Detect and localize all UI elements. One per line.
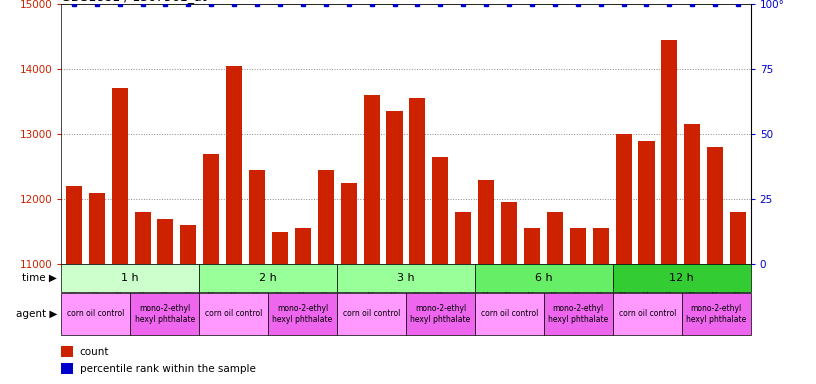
Bar xyxy=(387,111,402,264)
Text: mono-2-ethyl
hexyl phthalate: mono-2-ethyl hexyl phthalate xyxy=(548,304,609,324)
Bar xyxy=(249,170,265,264)
Bar xyxy=(613,264,751,292)
Text: corn oil control: corn oil control xyxy=(205,310,262,318)
Bar xyxy=(410,98,425,264)
Bar xyxy=(478,180,494,264)
Bar xyxy=(475,264,613,292)
Text: corn oil control: corn oil control xyxy=(67,310,124,318)
Bar xyxy=(730,212,746,264)
Bar xyxy=(66,186,82,264)
Bar xyxy=(226,66,242,264)
Text: mono-2-ethyl
hexyl phthalate: mono-2-ethyl hexyl phthalate xyxy=(686,304,747,324)
Bar xyxy=(268,293,337,335)
Text: corn oil control: corn oil control xyxy=(481,310,538,318)
Bar xyxy=(524,228,540,264)
Bar xyxy=(61,346,73,357)
Text: mono-2-ethyl
hexyl phthalate: mono-2-ethyl hexyl phthalate xyxy=(410,304,471,324)
Bar xyxy=(135,212,150,264)
Text: GDS1881 / 1367561_at: GDS1881 / 1367561_at xyxy=(61,0,206,3)
Text: mono-2-ethyl
hexyl phthalate: mono-2-ethyl hexyl phthalate xyxy=(135,304,195,324)
Bar xyxy=(543,293,613,335)
Text: count: count xyxy=(80,347,109,357)
Bar xyxy=(685,124,700,264)
Bar xyxy=(61,293,130,335)
Bar xyxy=(199,293,268,335)
Bar xyxy=(638,141,654,264)
Bar xyxy=(501,202,517,264)
Bar xyxy=(61,363,73,374)
Bar xyxy=(337,293,406,335)
Bar xyxy=(615,134,632,264)
Bar xyxy=(272,232,288,264)
Bar xyxy=(682,293,751,335)
Text: corn oil control: corn oil control xyxy=(343,310,400,318)
Text: corn oil control: corn oil control xyxy=(619,310,676,318)
Bar xyxy=(340,183,357,264)
Bar xyxy=(89,193,104,264)
Bar xyxy=(203,154,220,264)
Bar xyxy=(613,293,682,335)
Text: 3 h: 3 h xyxy=(397,273,415,283)
Bar xyxy=(199,264,337,292)
Bar xyxy=(547,212,563,264)
Bar xyxy=(337,264,475,292)
Bar xyxy=(180,225,197,264)
Text: 2 h: 2 h xyxy=(259,273,277,283)
Bar xyxy=(130,293,199,335)
Text: 1 h: 1 h xyxy=(122,273,139,283)
Text: agent ▶: agent ▶ xyxy=(16,309,57,319)
Bar xyxy=(592,228,609,264)
Bar xyxy=(432,157,448,264)
Bar xyxy=(570,228,586,264)
Bar xyxy=(157,218,174,264)
Text: time ▶: time ▶ xyxy=(22,273,57,283)
Bar xyxy=(112,88,127,264)
Bar xyxy=(364,95,379,264)
Bar xyxy=(317,170,334,264)
Bar xyxy=(662,40,677,264)
Text: 12 h: 12 h xyxy=(669,273,694,283)
Text: 6 h: 6 h xyxy=(535,273,552,283)
Text: mono-2-ethyl
hexyl phthalate: mono-2-ethyl hexyl phthalate xyxy=(273,304,333,324)
Bar xyxy=(707,147,723,264)
Bar xyxy=(406,293,475,335)
Bar xyxy=(295,228,311,264)
Bar xyxy=(455,212,472,264)
Text: percentile rank within the sample: percentile rank within the sample xyxy=(80,364,255,374)
Bar xyxy=(475,293,543,335)
Bar xyxy=(61,264,199,292)
